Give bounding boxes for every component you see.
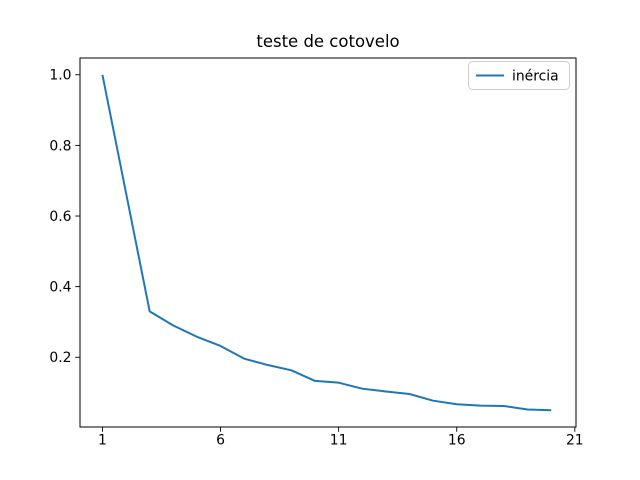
legend-box [468, 61, 570, 90]
legend-label: inércia [512, 69, 559, 85]
x-tick-label: 16 [448, 433, 466, 449]
y-tick-label: 0.2 [49, 350, 71, 366]
x-tick-label: 1 [98, 433, 107, 449]
y-tick-label: 0.8 [49, 138, 71, 154]
legend: inércia [468, 61, 570, 90]
axes-frame [79, 57, 577, 428]
y-tick-label: 0.4 [49, 280, 71, 296]
y-tick-label: 1.0 [49, 68, 71, 84]
x-tick-label: 21 [566, 433, 584, 449]
inertia-line [101, 74, 552, 412]
y-tick-label: 0.6 [49, 209, 71, 225]
chart-title: teste de cotovelo [256, 32, 399, 51]
x-tick-label: 6 [216, 433, 225, 449]
x-tick-label: 11 [330, 433, 348, 449]
